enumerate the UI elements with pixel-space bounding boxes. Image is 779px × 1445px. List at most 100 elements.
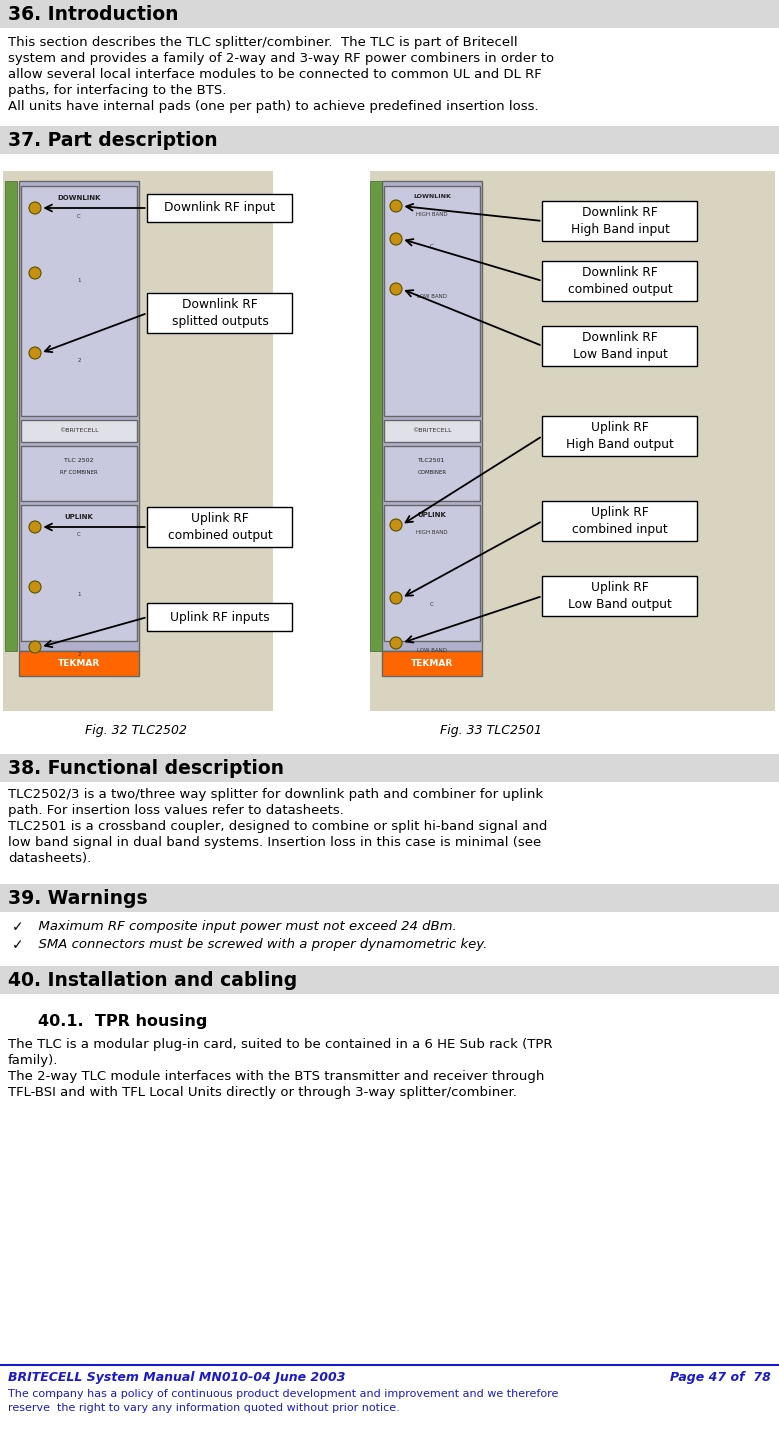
Text: All units have internal pads (one per path) to achieve predefined insertion loss: All units have internal pads (one per pa… xyxy=(8,100,538,113)
Text: TLC2502/3 is a two/three way splitter for downlink path and combiner for uplink: TLC2502/3 is a two/three way splitter fo… xyxy=(8,788,543,801)
Text: 1: 1 xyxy=(77,279,81,283)
Text: LOW BAND: LOW BAND xyxy=(417,647,447,653)
Text: Downlink RF input: Downlink RF input xyxy=(164,201,276,214)
Text: 40.1.  TPR housing: 40.1. TPR housing xyxy=(38,1014,207,1029)
Text: This section describes the TLC splitter/combiner.  The TLC is part of Britecell: This section describes the TLC splitter/… xyxy=(8,36,517,49)
Text: 39. Warnings: 39. Warnings xyxy=(8,889,148,907)
Text: Downlink RF
combined output: Downlink RF combined output xyxy=(568,266,672,296)
Text: 38. Functional description: 38. Functional description xyxy=(8,759,284,777)
Bar xyxy=(0,0,779,27)
Text: TLC2501 is a crossband coupler, designed to combine or split hi-band signal and: TLC2501 is a crossband coupler, designed… xyxy=(8,819,548,832)
Circle shape xyxy=(390,283,401,295)
Bar xyxy=(19,652,139,676)
Bar xyxy=(21,504,137,642)
Bar xyxy=(542,262,697,301)
Bar xyxy=(21,420,137,442)
Text: datasheets).: datasheets). xyxy=(8,853,91,866)
Text: Maximum RF composite input power must not exceed 24 dBm.: Maximum RF composite input power must no… xyxy=(30,920,456,933)
Text: The 2-way TLC module interfaces with the BTS transmitter and receiver through: The 2-way TLC module interfaces with the… xyxy=(8,1069,545,1082)
Bar xyxy=(0,884,779,912)
Text: C: C xyxy=(77,533,81,538)
Text: ©BRITECELL: ©BRITECELL xyxy=(412,429,452,433)
Text: HIGH BAND: HIGH BAND xyxy=(416,211,448,217)
Bar xyxy=(147,603,292,631)
Text: ✓: ✓ xyxy=(12,938,23,952)
Circle shape xyxy=(30,581,41,592)
Text: Fig. 33 TLC2501: Fig. 33 TLC2501 xyxy=(440,724,542,737)
Text: LOWNLINK: LOWNLINK xyxy=(413,194,451,198)
Bar xyxy=(370,171,775,711)
Bar xyxy=(384,447,480,501)
Bar xyxy=(382,181,482,652)
Text: UPLINK: UPLINK xyxy=(418,512,446,517)
Circle shape xyxy=(390,637,401,649)
Circle shape xyxy=(30,267,41,279)
Bar xyxy=(542,577,697,616)
Bar xyxy=(0,126,779,155)
Text: family).: family). xyxy=(8,1053,58,1066)
Bar xyxy=(384,420,480,442)
Text: TEKMAR: TEKMAR xyxy=(411,659,453,669)
Text: LOW BAND: LOW BAND xyxy=(417,293,447,299)
Bar xyxy=(21,186,137,416)
Text: Page 47 of  78: Page 47 of 78 xyxy=(670,1371,771,1384)
Text: 40. Installation and cabling: 40. Installation and cabling xyxy=(8,971,298,990)
Text: COMBINER: COMBINER xyxy=(418,470,446,474)
Text: path. For insertion loss values refer to datasheets.: path. For insertion loss values refer to… xyxy=(8,803,344,816)
Text: BRITECELL System Manual MN010-04 June 2003: BRITECELL System Manual MN010-04 June 20… xyxy=(8,1371,346,1384)
Text: Downlink RF
High Band input: Downlink RF High Band input xyxy=(570,207,669,236)
Bar xyxy=(542,501,697,540)
Text: TEKMAR: TEKMAR xyxy=(58,659,100,669)
Circle shape xyxy=(30,202,41,214)
Bar xyxy=(19,181,139,652)
Text: RF COMBINER: RF COMBINER xyxy=(60,470,98,474)
Text: C: C xyxy=(430,244,434,249)
Text: ©BRITECELL: ©BRITECELL xyxy=(59,429,99,433)
Bar xyxy=(147,507,292,548)
Circle shape xyxy=(390,234,401,244)
Text: 2: 2 xyxy=(77,653,81,657)
Text: SMA connectors must be screwed with a proper dynamometric key.: SMA connectors must be screwed with a pr… xyxy=(30,938,488,951)
Text: C: C xyxy=(77,214,81,218)
Text: 1: 1 xyxy=(77,592,81,597)
Text: HIGH BAND: HIGH BAND xyxy=(416,530,448,536)
Text: system and provides a family of 2-way and 3-way RF power combiners in order to: system and provides a family of 2-way an… xyxy=(8,52,554,65)
Circle shape xyxy=(390,592,401,604)
Text: Uplink RF inputs: Uplink RF inputs xyxy=(170,610,270,623)
Bar xyxy=(542,416,697,457)
Text: DOWNLINK: DOWNLINK xyxy=(57,195,100,201)
Bar xyxy=(0,754,779,782)
Text: allow several local interface modules to be connected to common UL and DL RF: allow several local interface modules to… xyxy=(8,68,541,81)
Bar xyxy=(542,327,697,366)
Circle shape xyxy=(30,522,41,533)
Bar xyxy=(382,652,482,676)
Text: paths, for interfacing to the BTS.: paths, for interfacing to the BTS. xyxy=(8,84,227,97)
Text: Downlink RF
splitted outputs: Downlink RF splitted outputs xyxy=(171,298,269,328)
Text: C: C xyxy=(430,603,434,607)
Text: reserve  the right to vary any information quoted without prior notice.: reserve the right to vary any informatio… xyxy=(8,1403,400,1413)
Text: Uplink RF
combined input: Uplink RF combined input xyxy=(572,506,668,536)
Bar xyxy=(5,181,17,652)
Bar xyxy=(147,194,292,223)
Text: The TLC is a modular plug-in card, suited to be contained in a 6 HE Sub rack (TP: The TLC is a modular plug-in card, suite… xyxy=(8,1038,552,1051)
Bar xyxy=(0,967,779,994)
Text: TLC 2502: TLC 2502 xyxy=(64,458,93,462)
Text: TFL-BSI and with TFL Local Units directly or through 3-way splitter/combiner.: TFL-BSI and with TFL Local Units directl… xyxy=(8,1087,517,1100)
Bar xyxy=(147,293,292,332)
Bar xyxy=(542,201,697,241)
Text: The company has a policy of continuous product development and improvement and w: The company has a policy of continuous p… xyxy=(8,1389,559,1399)
Bar xyxy=(370,181,382,652)
Text: TLC2501: TLC2501 xyxy=(418,458,446,462)
Circle shape xyxy=(390,520,401,530)
Circle shape xyxy=(390,201,401,211)
Text: UPLINK: UPLINK xyxy=(65,514,93,520)
Text: 36. Introduction: 36. Introduction xyxy=(8,4,178,23)
Circle shape xyxy=(30,347,41,358)
Text: 2: 2 xyxy=(77,358,81,364)
Text: Uplink RF
combined output: Uplink RF combined output xyxy=(167,512,273,542)
Text: Fig. 32 TLC2502: Fig. 32 TLC2502 xyxy=(85,724,187,737)
Circle shape xyxy=(30,642,41,653)
Text: 37. Part description: 37. Part description xyxy=(8,130,217,149)
Bar xyxy=(384,504,480,642)
Text: low band signal in dual band systems. Insertion loss in this case is minimal (se: low band signal in dual band systems. In… xyxy=(8,837,541,850)
